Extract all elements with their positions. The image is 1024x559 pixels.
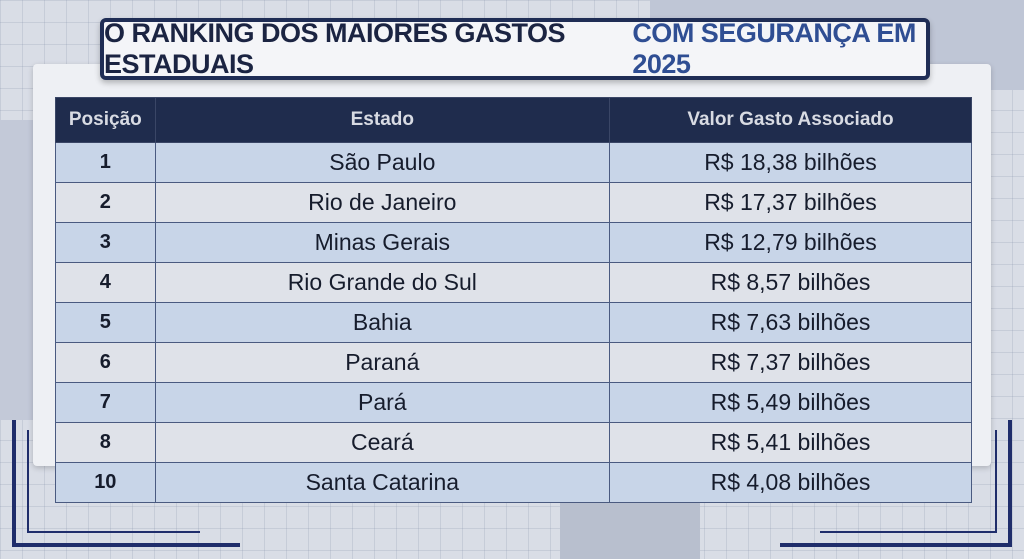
value-cell: R$ 8,57 bilhões [609,262,972,303]
state-cell: Santa Catarina [154,462,611,503]
position-cell: 8 [55,422,156,463]
title-box: O RANKING DOS MAIORES GASTOS ESTADUAIS C… [100,18,930,80]
title-highlight: COM SEGURANÇA EM 2025 [632,18,916,79]
frame-line [780,420,1012,547]
position-cell: 1 [55,142,156,183]
position-cell: 2 [55,182,156,223]
table-row: 6 Paraná R$ 7,37 bilhões [55,342,972,383]
column-header: Posição [55,97,156,143]
frame-line [12,420,240,547]
value-cell: R$ 7,37 bilhões [609,342,972,383]
position-cell: 7 [55,382,156,423]
title: O RANKING DOS MAIORES GASTOS ESTADUAIS [104,18,566,79]
state-cell: Ceará [154,422,611,463]
position-cell: 3 [55,222,156,263]
value-cell: R$ 18,38 bilhões [609,142,972,183]
value-cell: R$ 5,41 bilhões [609,422,972,463]
table-row: 7 Pará R$ 5,49 bilhões [55,382,972,423]
position-cell: 5 [55,302,156,343]
state-cell: Bahia [154,302,611,343]
column-header: Valor Gasto Associado [609,97,972,143]
state-cell: Paraná [154,342,611,383]
state-cell: São Paulo [154,142,611,183]
state-cell: Rio Grande do Sul [154,262,611,303]
value-cell: R$ 4,08 bilhões [609,462,972,503]
value-cell: R$ 12,79 bilhões [609,222,972,263]
table-row: 2 Rio de Janeiro R$ 17,37 bilhões [55,182,972,223]
frame-line [27,430,200,533]
state-cell: Rio de Janeiro [154,182,611,223]
value-cell: R$ 7,63 bilhões [609,302,972,343]
position-cell: 10 [55,462,156,503]
value-cell: R$ 17,37 bilhões [609,182,972,223]
state-cell: Minas Gerais [154,222,611,263]
table-row: 3 Minas Gerais R$ 12,79 bilhões [55,222,972,263]
table-row: 5 Bahia R$ 7,63 bilhões [55,302,972,343]
table-row: 8 Ceará R$ 5,41 bilhões [55,422,972,463]
header-row: Posição Estado Valor Gasto Associado [55,97,972,143]
table-row: 10 Santa Catarina R$ 4,08 bilhões [55,462,972,503]
state-cell: Pará [154,382,611,423]
ranking-table: Posição Estado Valor Gasto Associado 1 São … [55,97,972,503]
frame-line [820,430,997,533]
table-row: 1 São Paulo R$ 18,38 bilhões [55,142,972,183]
position-cell: 6 [55,342,156,383]
column-header: Estado [154,97,611,143]
value-cell: R$ 5,49 bilhões [609,382,972,423]
table-row: 4 Rio Grande do Sul R$ 8,57 bilhões [55,262,972,303]
position-cell: 4 [55,262,156,303]
